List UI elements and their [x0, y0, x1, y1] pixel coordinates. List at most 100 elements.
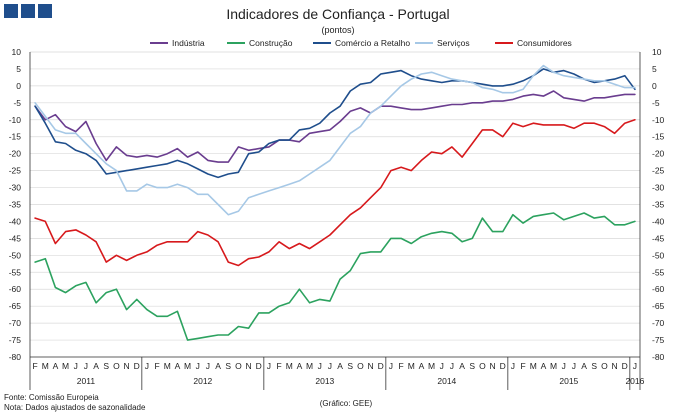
x-month-label: N	[490, 361, 496, 371]
legend-label: Construção	[249, 38, 293, 48]
y-tick-label-left: -40	[9, 216, 22, 226]
y-tick-label-left: 5	[16, 64, 21, 74]
x-month-label: S	[225, 361, 231, 371]
y-tick-label-right: -65	[652, 301, 665, 311]
x-month-label: J	[572, 361, 576, 371]
x-month-label: J	[389, 361, 393, 371]
x-month-label: S	[469, 361, 475, 371]
x-month-label: J	[196, 361, 200, 371]
x-year-label: 2015	[559, 376, 578, 386]
x-month-label: A	[215, 361, 221, 371]
x-month-label: J	[145, 361, 149, 371]
y-tick-label-right: -60	[652, 284, 665, 294]
x-month-label: D	[378, 361, 384, 371]
x-month-label: D	[500, 361, 506, 371]
x-year-label: 2014	[437, 376, 456, 386]
y-tick-label-right: -20	[652, 149, 665, 159]
y-tick-label-left: -70	[9, 318, 22, 328]
x-month-label: A	[459, 361, 465, 371]
y-tick-label-right: -70	[652, 318, 665, 328]
y-axis-right: 10 5 0 -5 -10 -15 -20 -25 -30 -35 -40 -45 -50 -55 -60 -…	[639, 47, 665, 362]
y-tick-label-right: -80	[652, 352, 665, 362]
x-month-label: A	[93, 361, 99, 371]
y-tick-label-left: -55	[9, 267, 22, 277]
x-month-label: A	[337, 361, 343, 371]
x-year-label: 2011	[77, 376, 96, 386]
legend-label: Serviços	[437, 38, 470, 48]
series-line-construcao	[34, 212, 636, 341]
y-tick-label-left: -15	[9, 132, 22, 142]
y-tick-label-left: -80	[9, 352, 22, 362]
y-tick-label-right: -45	[652, 233, 665, 243]
y-tick-label-right: 5	[652, 64, 657, 74]
x-month-label: F	[32, 361, 37, 371]
footer-note: Nota: Dados ajustados de sazonalidade	[4, 403, 146, 412]
x-month-label: S	[347, 361, 353, 371]
x-month-label: A	[297, 361, 303, 371]
y-tick-label-left: -25	[9, 166, 22, 176]
x-month-label: M	[184, 361, 191, 371]
x-month-label: J	[562, 361, 566, 371]
y-tick-label-right: 10	[652, 47, 662, 57]
y-tick-label-right: -75	[652, 335, 665, 345]
x-month-label: O	[601, 361, 608, 371]
y-tick-label-left: -10	[9, 115, 22, 125]
y-tick-label-left: 10	[12, 47, 22, 57]
y-tick-label-right: -30	[652, 183, 665, 193]
x-month-label: F	[398, 361, 403, 371]
x-month-label: M	[42, 361, 49, 371]
x-month-label: J	[84, 361, 88, 371]
x-month-label: O	[357, 361, 364, 371]
x-month-label: N	[246, 361, 252, 371]
series-lines	[34, 64, 636, 341]
x-month-label: M	[408, 361, 415, 371]
y-tick-label-right: -25	[652, 166, 665, 176]
y-tick-label-right: -10	[652, 115, 665, 125]
x-month-label: A	[541, 361, 547, 371]
legend-label: Comércio a Retalho	[335, 38, 410, 48]
x-month-label: M	[286, 361, 293, 371]
y-tick-label-left: -30	[9, 183, 22, 193]
x-month-label: M	[306, 361, 313, 371]
y-tick-label-left: -60	[9, 284, 22, 294]
x-month-label: J	[74, 361, 78, 371]
x-month-label: A	[175, 361, 181, 371]
gridlines	[30, 51, 640, 358]
y-tick-label-left: -20	[9, 149, 22, 159]
y-tick-label-left: -45	[9, 233, 22, 243]
x-month-label: O	[235, 361, 242, 371]
x-month-label: A	[581, 361, 587, 371]
x-month-label: A	[53, 361, 59, 371]
chart-title: Indicadores de Confiança - Portugal	[226, 6, 449, 22]
x-month-label: N	[124, 361, 130, 371]
y-tick-label-right: -15	[652, 132, 665, 142]
x-month-label: N	[368, 361, 374, 371]
x-month-label: J	[206, 361, 210, 371]
y-tick-label-left: 0	[16, 81, 21, 91]
y-axis-left: 10 5 0 -5 -10 -15 -20 -25 -30 -35 -40 -45 -50 -55 -60 -…	[9, 47, 31, 362]
x-month-label: O	[479, 361, 486, 371]
footer-source: Fonte: Comissão Europeia	[4, 393, 99, 402]
x-month-label: J	[633, 361, 637, 371]
chart-subtitle: (pontos)	[321, 25, 354, 35]
y-tick-label-right: -5	[652, 98, 660, 108]
x-month-label: S	[591, 361, 597, 371]
chart-legend: Indústria Construção Comércio a Retalho Ser…	[150, 38, 572, 48]
x-year-label: 2013	[315, 376, 334, 386]
brand-logo	[4, 4, 52, 18]
x-month-label: F	[276, 361, 281, 371]
y-tick-label-left: -35	[9, 200, 22, 210]
x-year-label: 2012	[193, 376, 212, 386]
x-month-label: M	[428, 361, 435, 371]
x-month-label: D	[134, 361, 140, 371]
y-tick-label-left: -50	[9, 250, 22, 260]
x-month-label: D	[622, 361, 628, 371]
legend-label: Indústria	[172, 38, 205, 48]
y-tick-label-left: -75	[9, 335, 22, 345]
y-tick-label-right: -40	[652, 216, 665, 226]
series-line-comercio-a-retalho	[34, 68, 636, 179]
series-line-servicos	[34, 64, 636, 216]
y-tick-label-right: 0	[652, 81, 657, 91]
x-month-label: M	[62, 361, 69, 371]
